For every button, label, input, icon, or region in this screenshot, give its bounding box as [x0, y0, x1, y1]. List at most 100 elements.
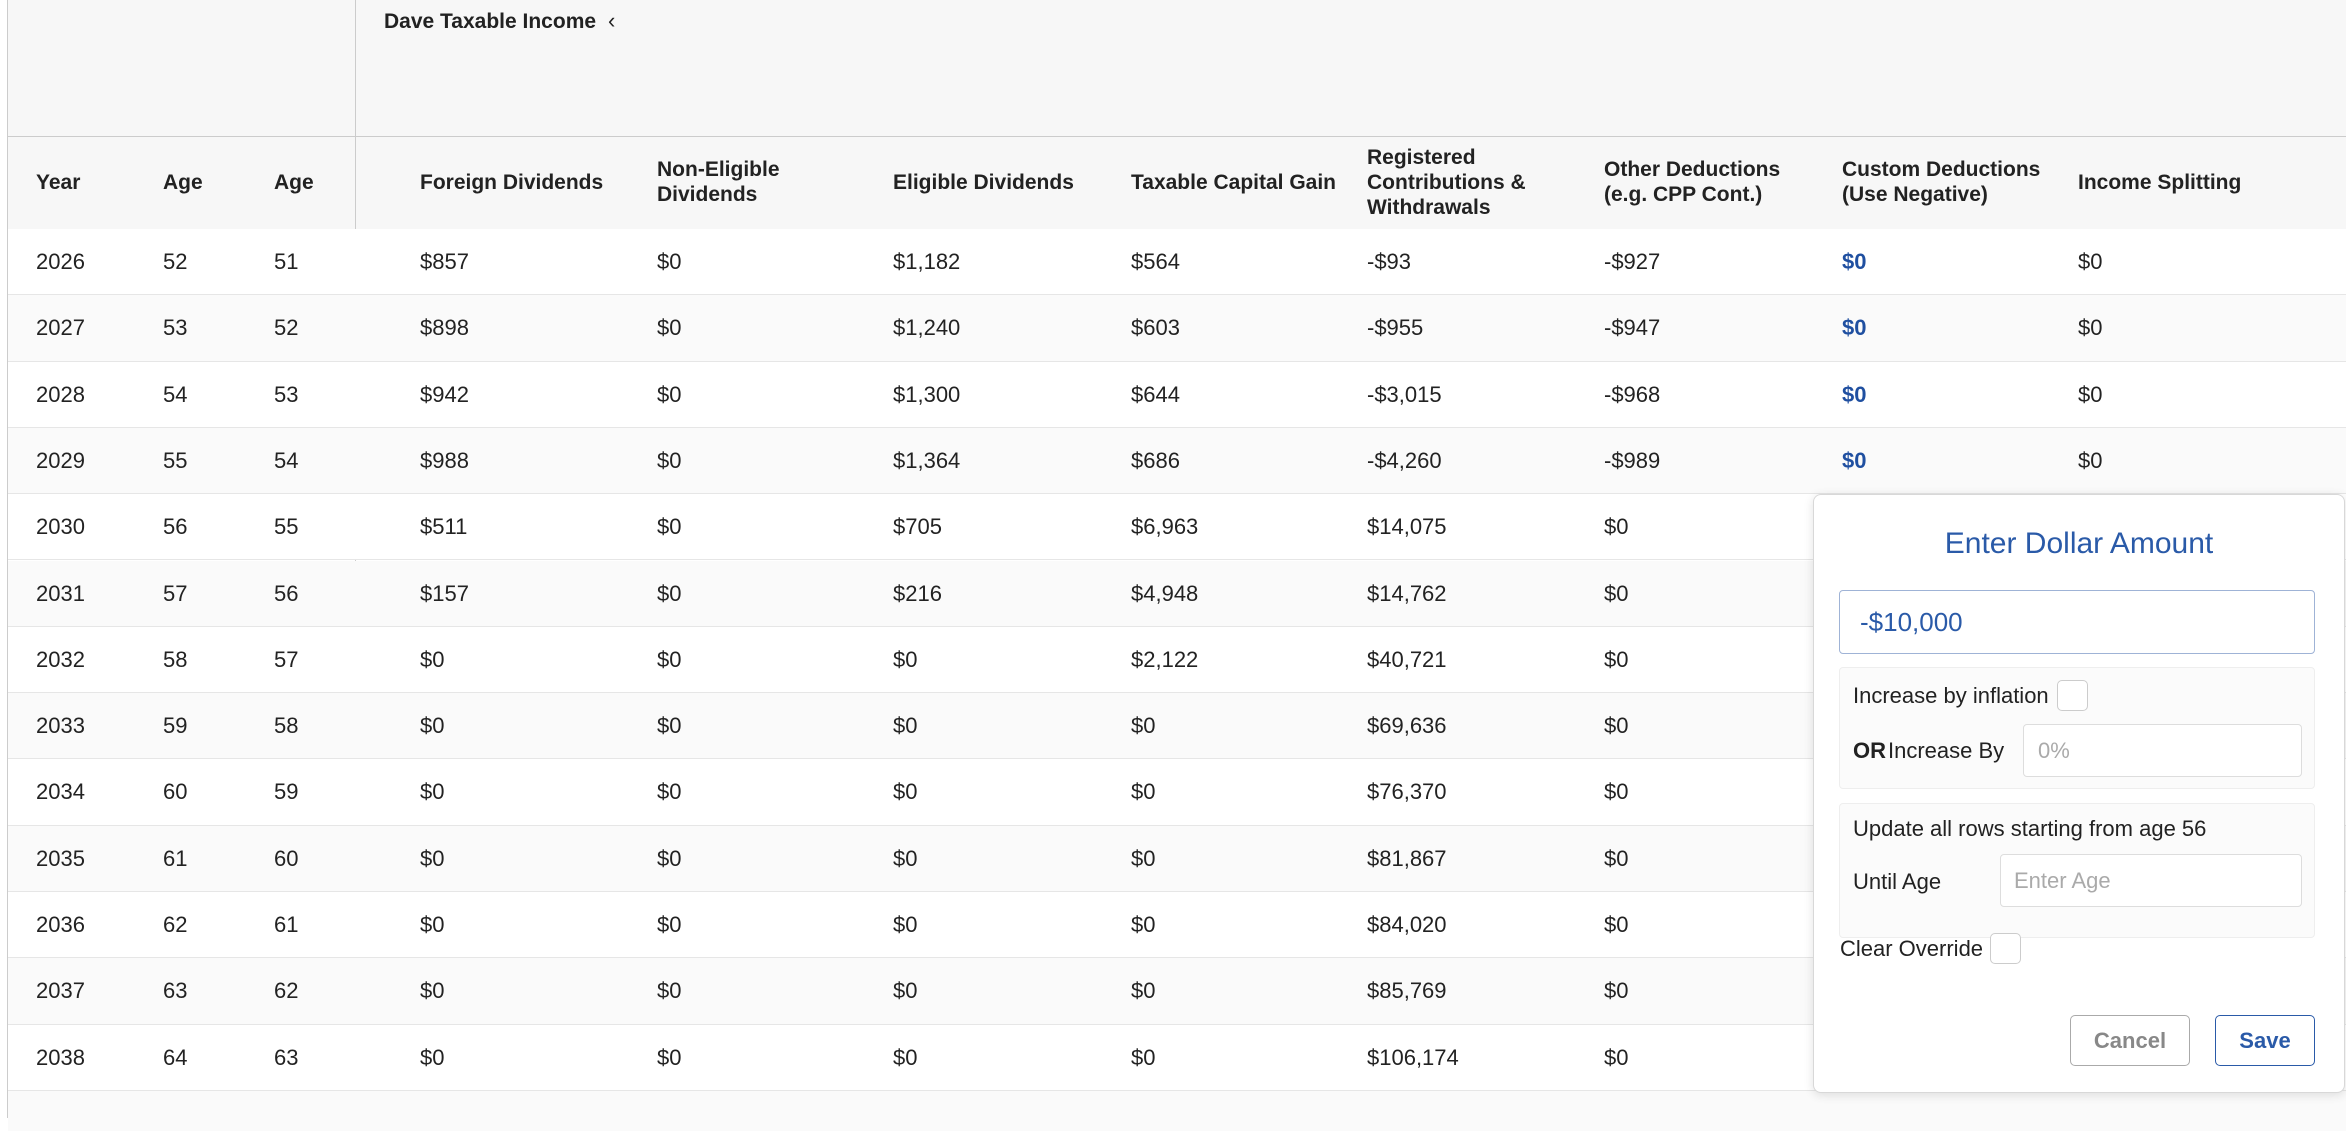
column-header[interactable]: Income Splitting	[2078, 170, 2242, 194]
cell: $0	[1604, 912, 1629, 937]
cell: $564	[1131, 249, 1180, 274]
until-input[interactable]: Enter Age	[2000, 854, 2302, 907]
cell: $0	[1131, 978, 1156, 1004]
cell: $0	[657, 580, 682, 606]
column-header[interactable]: Registered Contributions & Withdrawals	[1367, 145, 1526, 219]
cell: $0	[1604, 1044, 1629, 1070]
cell: -$955	[1367, 315, 1424, 341]
column-header[interactable]: Eligible Dividends	[893, 170, 1074, 194]
or-label: OR	[1853, 738, 1886, 763]
row-bg	[8, 427, 2346, 495]
cell: $0	[1604, 978, 1629, 1004]
cell: 2035	[36, 845, 85, 871]
column-header[interactable]: Year	[36, 170, 81, 194]
column-header[interactable]: Non-Eligible Dividends	[657, 158, 780, 206]
cell: $857	[420, 249, 469, 274]
cell: -$989	[1604, 447, 1661, 473]
cell: $0	[420, 1044, 445, 1070]
cell: $988	[420, 447, 469, 473]
cell: $603	[1131, 315, 1180, 341]
custom-cell[interactable]: $0	[1842, 315, 1867, 341]
increase-label: Increase By	[1888, 738, 2005, 763]
cell: $76,370	[1367, 779, 1447, 805]
cell: 55	[274, 514, 299, 540]
cell: 2034	[36, 779, 85, 805]
row-bg	[8, 1090, 2346, 1131]
cancel-button[interactable]: Cancel	[2070, 1015, 2190, 1066]
cell: 2027	[36, 315, 85, 341]
cell: 53	[163, 315, 188, 341]
column-header[interactable]: Age	[163, 170, 203, 194]
cell: 61	[163, 845, 188, 871]
cell: $0	[1604, 845, 1629, 871]
cell: $0	[420, 779, 445, 805]
cell: $0	[657, 249, 682, 274]
until-label: Until Age	[1853, 869, 1942, 894]
cell: 56	[274, 580, 299, 606]
cell: 61	[274, 912, 299, 937]
cell: 63	[163, 978, 188, 1004]
column-header[interactable]: Custom Deductions (Use Negative)	[1842, 158, 2041, 206]
cell: $0	[657, 381, 682, 407]
column-header[interactable]: Taxable Capital Gain	[1131, 170, 1337, 194]
column-header[interactable]: Age	[274, 170, 314, 194]
cell: 2036	[36, 912, 85, 937]
cell: $0	[657, 315, 682, 341]
cell: $0	[1131, 912, 1156, 937]
custom-cell[interactable]: $0	[1842, 447, 1867, 473]
cell: 2033	[36, 713, 85, 739]
popover: Enter Dollar Amount -$10,000 Increase by…	[1813, 494, 2345, 1093]
cell: 54	[163, 381, 188, 407]
cell: $0	[2078, 447, 2103, 473]
amount-input[interactable]: -$10,000	[1839, 590, 2315, 654]
custom-cell[interactable]: $0	[1842, 249, 1867, 274]
cell: 58	[274, 713, 299, 739]
cell: 2029	[36, 447, 85, 473]
cell: -$968	[1604, 381, 1661, 407]
collapse-icon[interactable]: ‹	[608, 8, 616, 33]
clear-checkbox[interactable]	[1990, 933, 2021, 964]
left-border	[7, 0, 8, 1118]
cell: 56	[163, 514, 188, 540]
column-header[interactable]: Other Deductions (e.g. CPP Cont.)	[1604, 158, 1781, 206]
cell: $0	[657, 978, 682, 1004]
cell: $0	[1131, 845, 1156, 871]
cell: $4,948	[1131, 580, 1199, 606]
save-button[interactable]: Save	[2215, 1015, 2315, 1066]
cell: 57	[274, 646, 299, 672]
cell: $511	[420, 514, 468, 540]
cell: $0	[657, 646, 682, 672]
cell: 54	[274, 447, 299, 473]
cell: $0	[893, 713, 918, 739]
cell: 51	[274, 249, 299, 274]
cell: $14,075	[1367, 514, 1447, 540]
inflation-checkbox[interactable]	[2057, 680, 2088, 711]
cell: 2038	[36, 1044, 85, 1070]
custom-cell[interactable]: $0	[1842, 381, 1867, 407]
cell: $69,636	[1367, 713, 1447, 739]
cell: -$93	[1367, 249, 1412, 274]
cell: $0	[1131, 1044, 1156, 1070]
cell: $106,174	[1367, 1044, 1459, 1070]
cell: $0	[893, 912, 918, 937]
cell: $0	[2078, 381, 2103, 407]
cell: $1,364	[893, 447, 961, 473]
cell: $0	[1131, 779, 1156, 805]
cell: 55	[163, 447, 188, 473]
cell: 64	[163, 1044, 188, 1070]
cell: 59	[274, 779, 299, 805]
amount-value: -$10,000	[1860, 607, 1963, 637]
cell: 58	[163, 646, 188, 672]
cell: 63	[274, 1044, 299, 1070]
popover-title: Enter Dollar Amount	[1944, 527, 2214, 560]
group-header[interactable]: Dave Taxable Income	[384, 10, 597, 33]
cell: $644	[1131, 381, 1180, 407]
increase-input[interactable]: 0%	[2023, 724, 2302, 777]
cell: $686	[1131, 447, 1180, 473]
cell: -$927	[1604, 249, 1661, 274]
cell: $0	[1604, 514, 1629, 540]
column-header[interactable]: Foreign Dividends	[420, 170, 604, 194]
cell: $0	[420, 646, 445, 672]
cell: $157	[420, 580, 469, 606]
cell: $0	[657, 779, 682, 805]
